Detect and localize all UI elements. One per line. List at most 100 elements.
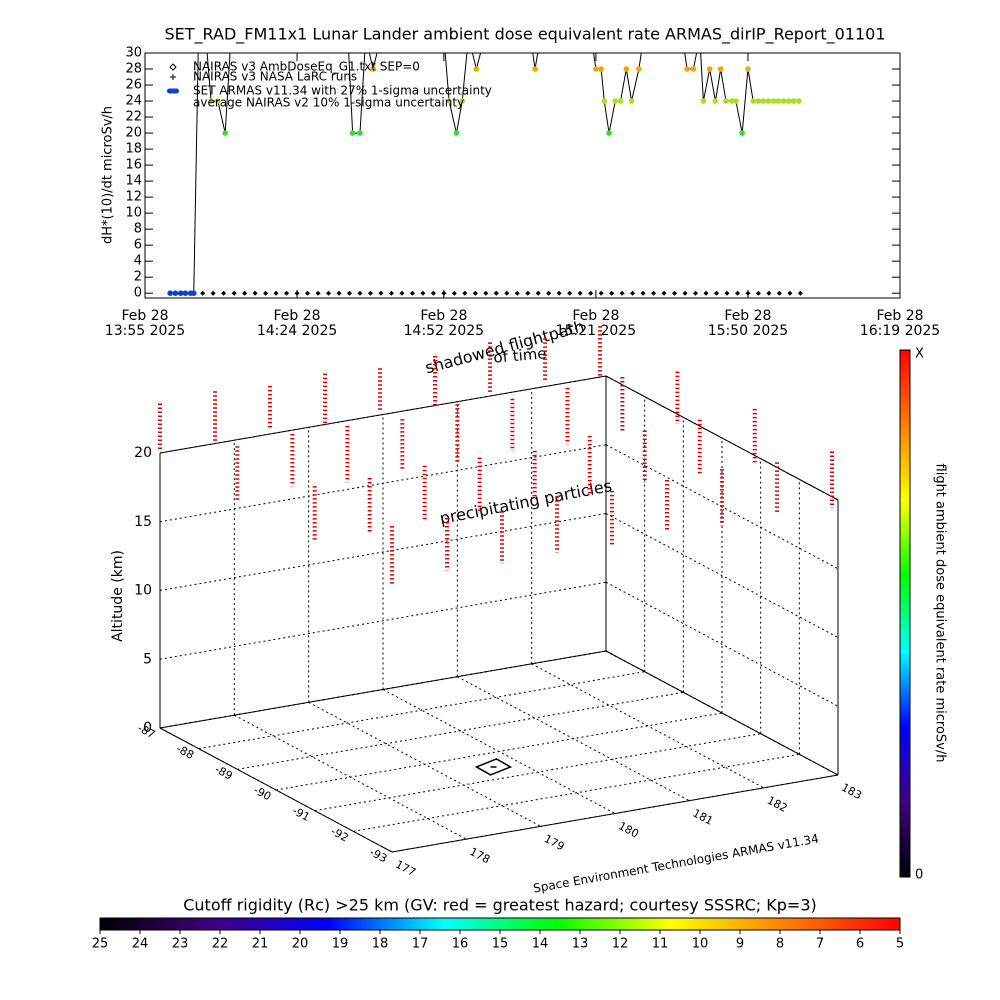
data-point (504, 290, 510, 296)
annotation: of time (493, 344, 547, 367)
y-tick-label: 0 (134, 286, 142, 301)
grid-line (159, 513, 607, 591)
x-tick-label: 15:50 2025 (708, 323, 788, 339)
legend-symbol (170, 74, 176, 80)
plot-area (167, 53, 803, 296)
data-point (378, 290, 384, 296)
grid-line (237, 691, 684, 770)
plot-frame (144, 52, 901, 299)
rigidity-tick-label: 11 (652, 937, 669, 952)
data-point (796, 98, 802, 104)
data-point (598, 66, 604, 72)
data-point (167, 290, 173, 296)
data-point (693, 290, 699, 296)
data-point (706, 66, 713, 72)
x-tick-label: 15:21 2025 (556, 323, 636, 339)
data-point (409, 290, 415, 296)
data-point (177, 290, 184, 296)
data-point (739, 130, 745, 136)
x-tick-label: Feb 28 (274, 308, 321, 324)
y-tick-label: 16 (125, 158, 142, 173)
z-tick-label: 15 (134, 514, 152, 530)
y-tick-label: 2 (134, 270, 142, 285)
data-point (252, 290, 258, 296)
data-point (755, 290, 761, 296)
data-point (514, 290, 520, 296)
data-point (790, 98, 797, 104)
data-point (346, 290, 352, 296)
data-point (370, 66, 376, 72)
data-point (525, 290, 531, 296)
grid-line (531, 663, 764, 789)
y-tick-label: 14 (125, 174, 142, 189)
rigidity-bar (99, 917, 901, 931)
chart-title: SET_RAD_FM11x1 Lunar Lander ambient dose… (164, 25, 885, 45)
data-point (473, 66, 480, 72)
data-point (367, 290, 373, 296)
data-point (609, 290, 615, 296)
colorbar-title: flight ambient dose equivalent rate micr… (933, 464, 948, 763)
data-point (451, 290, 457, 296)
data-point (273, 290, 279, 296)
data-point (775, 98, 782, 104)
z-tick-label: 0 (143, 720, 152, 736)
data-point (728, 98, 735, 104)
rigidity-tick-label: 12 (612, 937, 629, 952)
rigidity-tick-label: 25 (92, 937, 109, 952)
data-point (601, 98, 608, 104)
rigidity-tick-label: 18 (372, 937, 389, 952)
y-tick-label: 30 (125, 46, 142, 61)
rigidity-tick-label: 7 (816, 937, 824, 952)
data-point (546, 290, 552, 296)
data-point (493, 290, 499, 296)
data-point (703, 290, 709, 296)
data-point (713, 290, 719, 296)
data-point (190, 290, 197, 296)
data-point (745, 66, 751, 72)
y-tick-label: 22 (125, 110, 142, 125)
data-point (336, 290, 342, 296)
data-point (700, 98, 707, 104)
x-tick-label: Feb 28 (420, 308, 467, 324)
z-axis-label: Altitude (km) (110, 550, 126, 642)
data-point (672, 290, 678, 296)
data-point (786, 98, 792, 104)
data-point (733, 98, 739, 104)
x-tick-label: Feb 28 (572, 308, 619, 324)
y-tick-label: 26 (125, 78, 142, 93)
rigidity-tick-label: 8 (776, 937, 784, 952)
data-point (776, 290, 782, 296)
y-tick-label: 6 (134, 238, 142, 253)
y-axis-label: dH*(10)/dt microSv/h (101, 106, 116, 244)
grid-line (605, 513, 839, 638)
data-point (535, 290, 541, 296)
data-point (717, 66, 724, 72)
data-point (712, 98, 719, 104)
data-point (284, 290, 290, 296)
data-point (623, 66, 630, 72)
legend-label: SET ARMAS v11.34 with 27% 1-sigma uncert… (193, 84, 492, 98)
data-point (760, 98, 766, 104)
box-edge (159, 375, 607, 454)
data-point (294, 290, 300, 296)
z-tick-label: 5 (143, 651, 152, 667)
grid-line (605, 581, 839, 707)
rigidity-tick-label: 15 (492, 937, 509, 952)
rigidity-tick-label: 5 (896, 937, 904, 952)
rigidity-tick-label: 20 (292, 937, 309, 952)
data-point (210, 290, 216, 296)
legend-symbol (167, 88, 179, 94)
grid-line (275, 712, 723, 791)
data-point (661, 290, 667, 296)
location-marker (474, 758, 513, 776)
data-point (567, 290, 573, 296)
data-point (388, 290, 394, 296)
data-point (420, 290, 426, 296)
colorbar (899, 349, 911, 878)
data-point (446, 98, 452, 104)
rigidity-tick-label: 17 (412, 937, 429, 952)
box-edge (391, 774, 839, 853)
legend-label: NAIRAS v3 AmbDoseEq_G1.txt SEP=0 (193, 60, 420, 74)
rigidity-tick-label: 16 (452, 937, 469, 952)
data-point (766, 290, 772, 296)
